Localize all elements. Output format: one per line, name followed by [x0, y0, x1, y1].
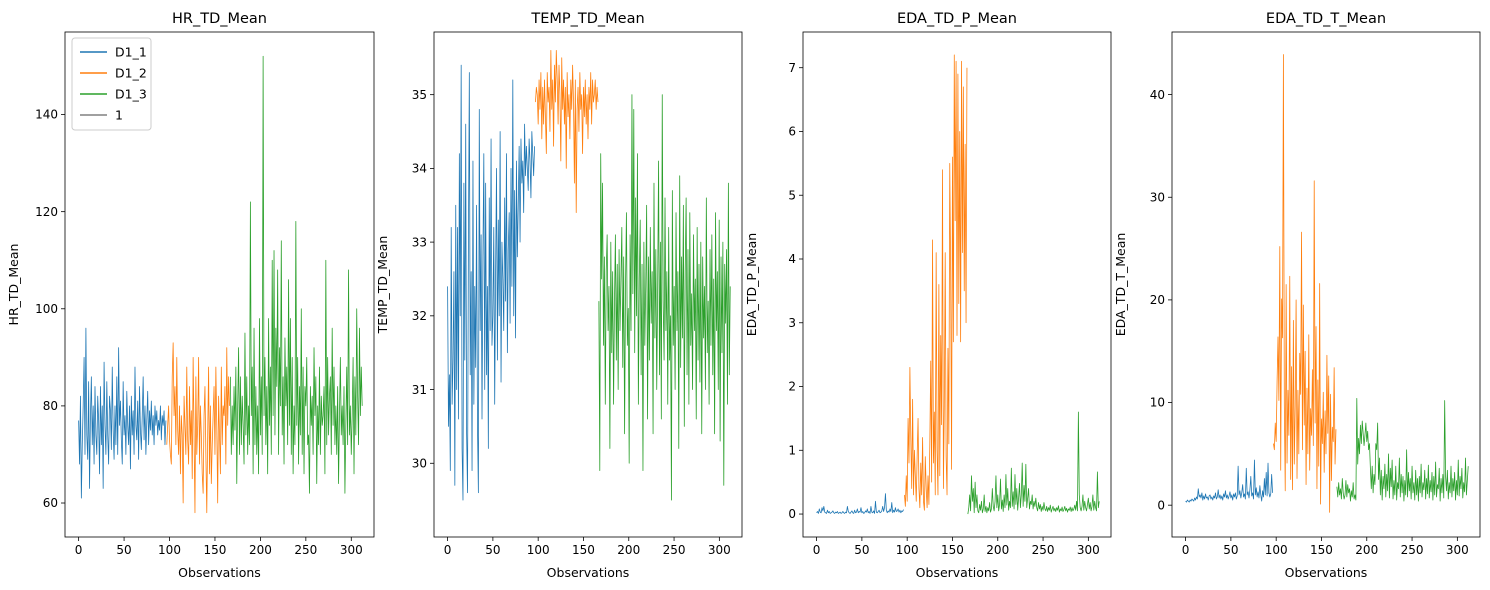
x-tick-label: 100	[158, 543, 181, 557]
x-tick-label: 250	[1401, 543, 1424, 557]
x-tick-label: 100	[1265, 543, 1288, 557]
y-tick-label: 32	[412, 309, 427, 323]
x-axis-label: Observations	[916, 565, 999, 580]
y-tick-label: 2	[788, 380, 796, 394]
y-tick-label: 30	[1150, 190, 1165, 204]
y-tick-label: 5	[788, 188, 796, 202]
chart-title: EDA_TD_T_Mean	[1266, 11, 1386, 27]
x-tick-label: 300	[1446, 543, 1469, 557]
series-group	[447, 50, 731, 501]
x-tick-label: 200	[249, 543, 272, 557]
x-tick-label: 150	[204, 543, 227, 557]
series-line-1	[816, 493, 904, 514]
y-tick-label: 33	[412, 235, 427, 249]
x-tick-label: 150	[941, 543, 964, 557]
x-tick-label: 250	[294, 543, 317, 557]
y-axis-label: EDA_TD_T_Mean	[1113, 233, 1128, 337]
series-group	[816, 54, 1100, 515]
plot-frame	[433, 31, 743, 538]
y-tick-label: 20	[1150, 293, 1165, 307]
x-tick-label: 300	[340, 543, 363, 557]
y-tick-label: 100	[35, 302, 58, 316]
y-tick-label: 0	[1157, 498, 1165, 512]
x-axis-label: Observations	[547, 565, 630, 580]
plot-frame	[802, 31, 1112, 538]
y-tick-label: 80	[43, 399, 58, 413]
y-tick-label: 4	[788, 252, 796, 266]
y-tick-label: 7	[788, 61, 796, 75]
series-line-2	[166, 342, 230, 514]
chart-panel-1: 0 50 100 150 200 250 300 60 80 100 120 140 HR_TD_Mea…	[6, 11, 375, 580]
series-group	[78, 55, 363, 514]
x-tick-label: 50	[854, 543, 869, 557]
x-tick-label: 300	[708, 543, 731, 557]
chart-title: EDA_TD_P_Mean	[897, 11, 1017, 27]
x-axis-label: Observations	[1285, 565, 1368, 580]
chart-title: HR_TD_Mean	[172, 11, 267, 27]
y-tick-label: 3	[788, 316, 796, 330]
y-tick-label: 1	[788, 443, 796, 457]
legend: D1_1 D1_2 D1_3 1	[71, 37, 152, 131]
x-tick-label: 100	[527, 543, 550, 557]
x-tick-label: 200	[986, 543, 1009, 557]
x-tick-label: 50	[485, 543, 500, 557]
y-axis-label: HR_TD_Mean	[6, 244, 21, 326]
series-line-3	[230, 55, 363, 494]
series-line-3	[598, 94, 731, 501]
x-axis-label: Observations	[178, 565, 261, 580]
series-line-2	[1273, 54, 1337, 513]
plot-frame	[1171, 31, 1481, 538]
x-tick-label: 300	[1077, 543, 1100, 557]
legend-label: D1_1	[115, 45, 147, 60]
series-line-1	[447, 64, 535, 501]
series-group	[1185, 54, 1469, 513]
y-tick-label: 120	[35, 205, 58, 219]
y-tick-label: 31	[412, 383, 427, 397]
y-axis-label: TEMP_TD_Mean	[375, 236, 390, 335]
x-tick-label: 50	[1223, 543, 1238, 557]
x-tick-label: 150	[572, 543, 595, 557]
x-tick-label: 200	[1355, 543, 1378, 557]
series-line-1	[1185, 459, 1273, 503]
x-tick-label: 200	[617, 543, 640, 557]
y-tick-label: 34	[412, 162, 427, 176]
y-tick-label: 35	[412, 88, 427, 102]
plot-frame	[64, 31, 375, 538]
y-tick-label: 40	[1150, 88, 1165, 102]
y-tick-label: 0	[788, 507, 796, 521]
x-tick-label: 0	[813, 543, 821, 557]
x-tick-label: 0	[1182, 543, 1190, 557]
legend-label: D1_2	[115, 66, 147, 81]
y-tick-label: 60	[43, 496, 58, 510]
y-tick-label: 10	[1150, 396, 1165, 410]
legend-label: 1	[115, 108, 123, 123]
series-line-2	[535, 50, 599, 214]
legend-label: D1_3	[115, 87, 147, 102]
x-tick-label: 250	[663, 543, 686, 557]
y-axis-label: EDA_TD_P_Mean	[744, 233, 759, 336]
x-tick-label: 50	[116, 543, 131, 557]
series-line-2	[904, 54, 968, 511]
x-tick-label: 0	[75, 543, 83, 557]
x-tick-label: 100	[896, 543, 919, 557]
x-tick-label: 0	[444, 543, 452, 557]
x-tick-label: 250	[1032, 543, 1055, 557]
chart-title: TEMP_TD_Mean	[530, 11, 644, 27]
y-tick-label: 6	[788, 125, 796, 139]
chart-panel-4: 0 50 100 150 200 250 300 0 10 20 30 40 EDA_TD_T_Mean…	[1113, 11, 1481, 580]
series-line-1	[78, 327, 167, 499]
chart-panel-3: 0 50 100 150 200 250 300 0 1 2 3 4 5 6 7 EDA_TD_P_Mean O…	[744, 11, 1112, 580]
chart-panel-2: 0 50 100 150 200 250 300 30 31 32 33 34 35 TEMP_TD_Me…	[375, 11, 743, 580]
series-line-3	[1336, 398, 1469, 502]
legend-box	[71, 37, 152, 131]
series-line-3	[967, 411, 1100, 515]
y-tick-label: 140	[35, 108, 58, 122]
y-tick-label: 30	[412, 456, 427, 470]
x-tick-label: 150	[1310, 543, 1333, 557]
